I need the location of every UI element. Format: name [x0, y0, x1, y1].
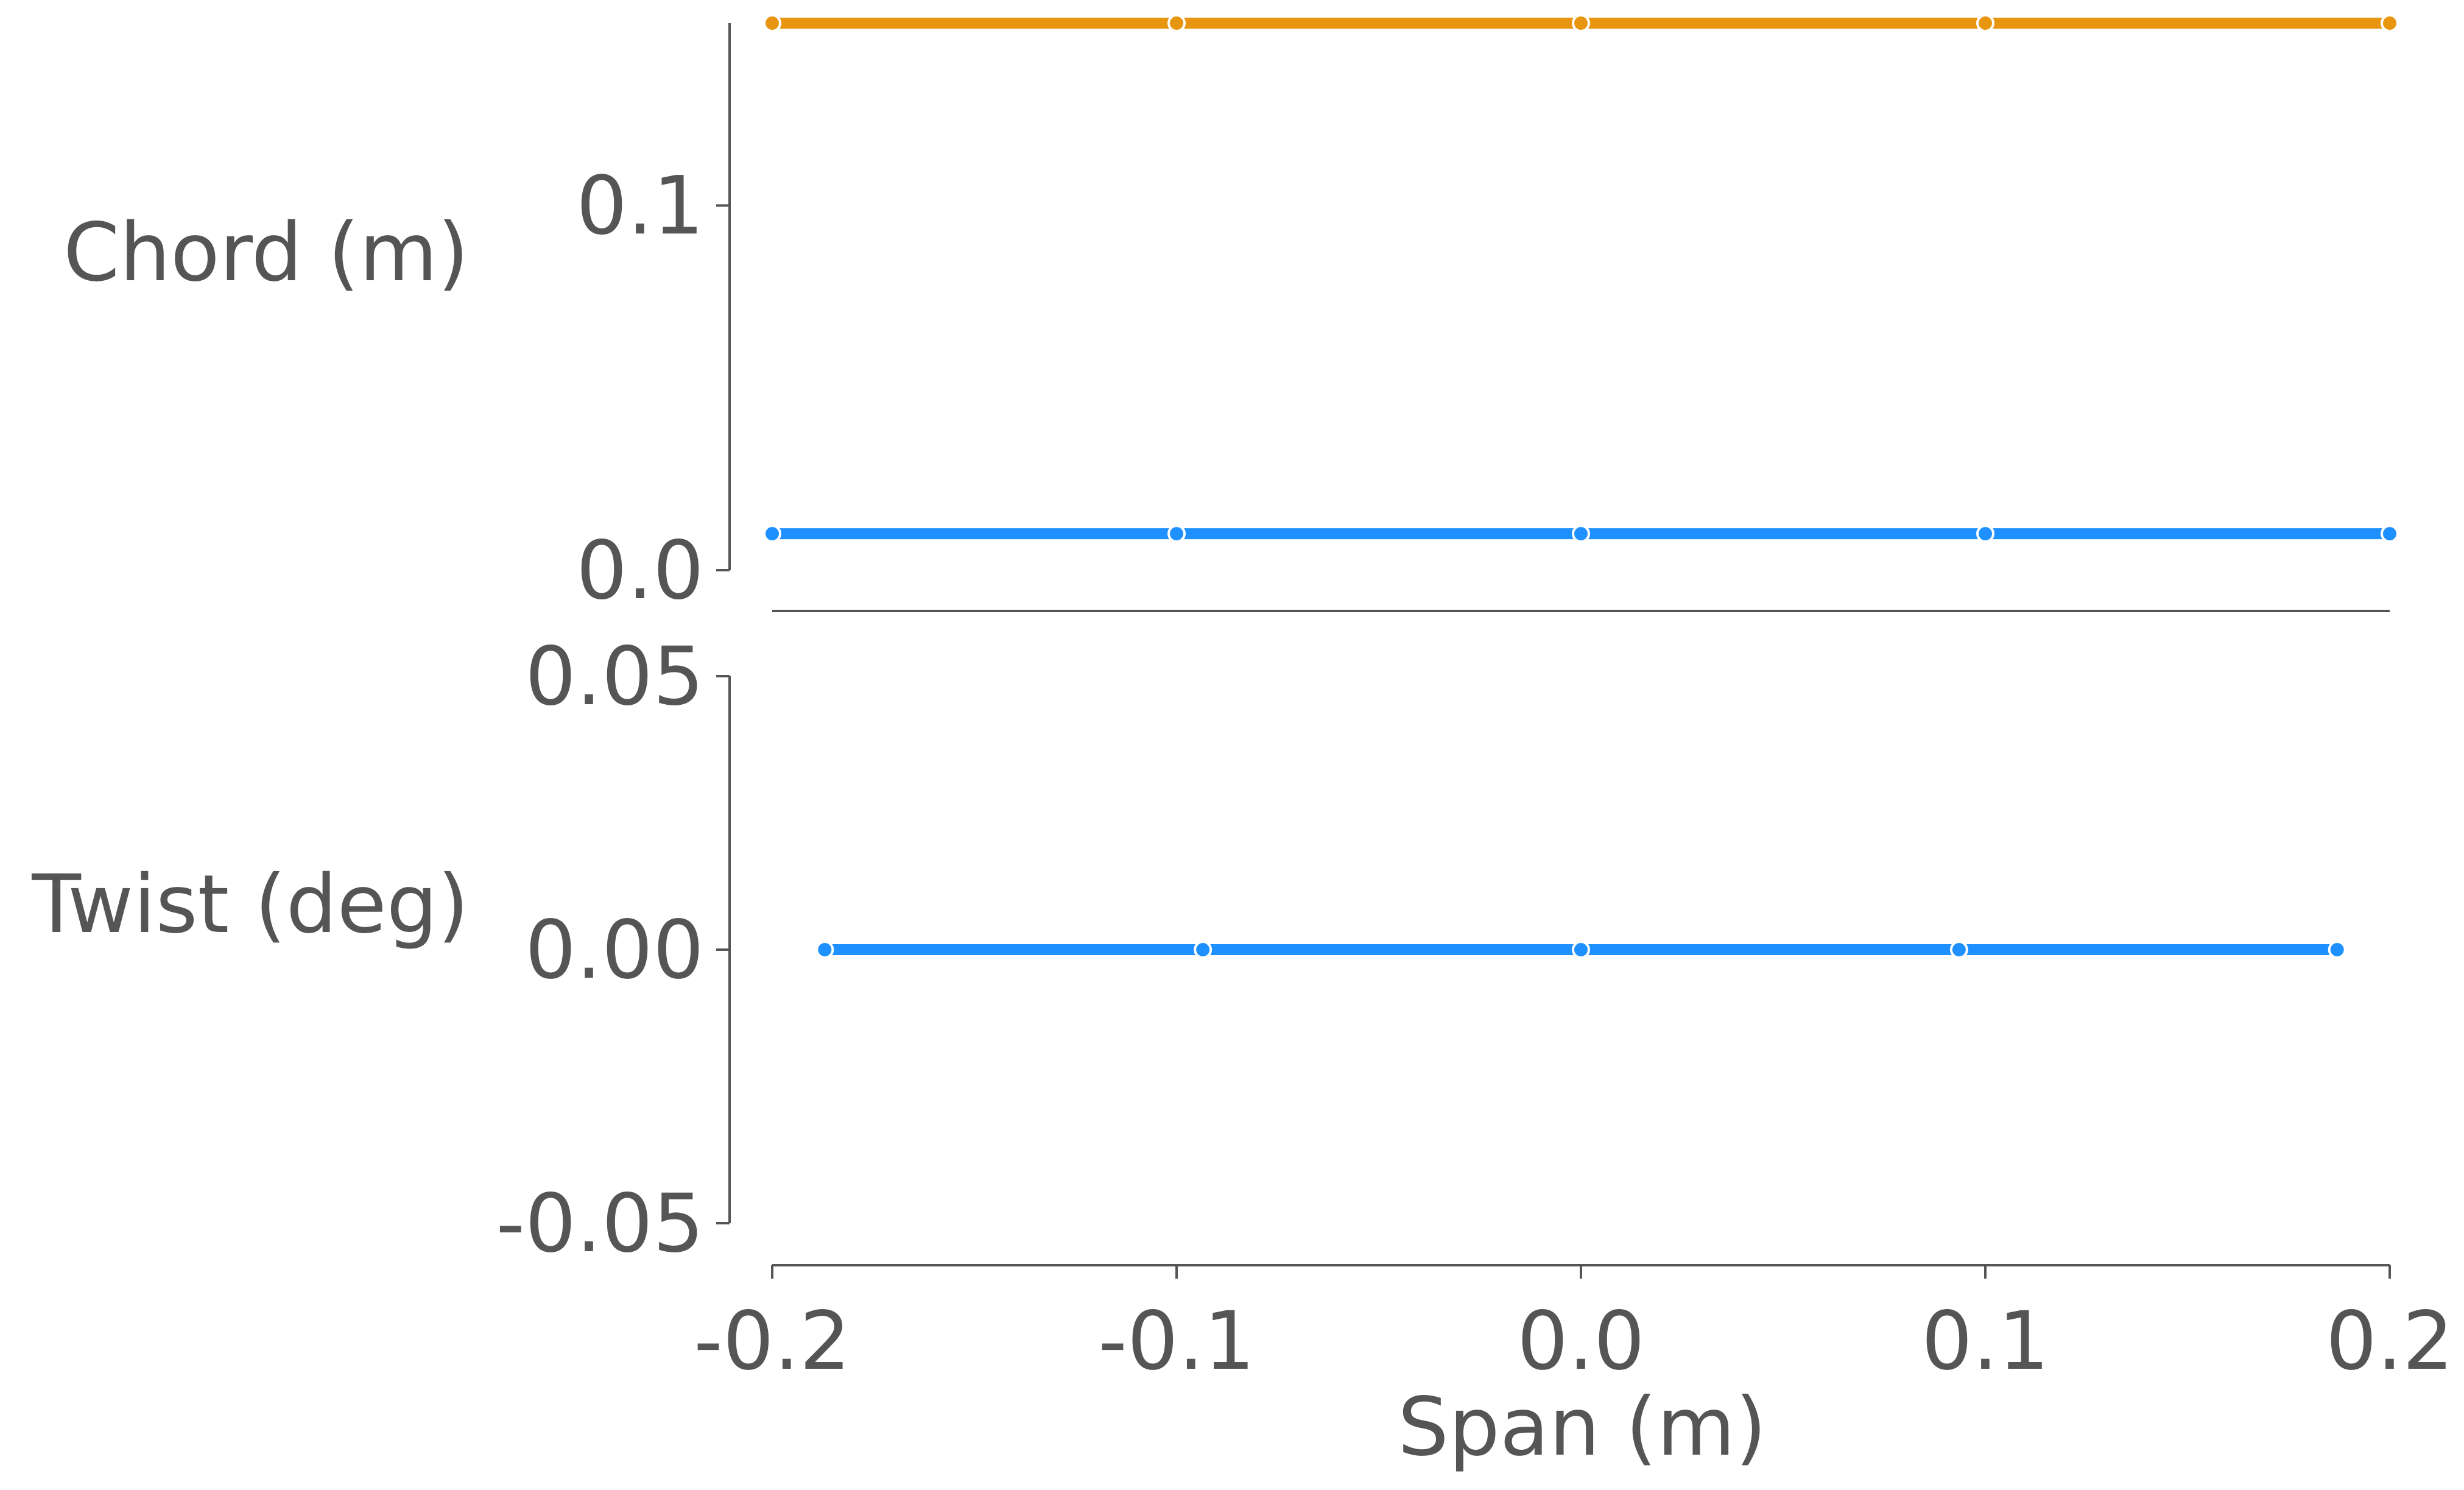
data-point — [815, 941, 834, 959]
y-tick-label: 0.00 — [525, 903, 704, 997]
data-point — [1949, 941, 1968, 959]
data-point — [1167, 524, 1186, 543]
data-point — [763, 14, 781, 32]
span-axis-title: Span (m) — [1398, 1380, 1767, 1474]
data-point — [1572, 941, 1590, 959]
data-point — [1194, 941, 1213, 959]
data-point — [1572, 14, 1590, 32]
x-tick-label: 0.0 — [1517, 1294, 1645, 1388]
x-tick-label: 0.2 — [2326, 1294, 2454, 1388]
data-point — [1976, 524, 1994, 543]
y-tick-label: 0.05 — [525, 630, 704, 724]
twist-axis-title: Twist (deg) — [31, 858, 469, 952]
chord-axis-title: Chord (m) — [63, 206, 469, 300]
x-tick-label: -0.2 — [694, 1294, 851, 1388]
x-tick-label: -0.1 — [1098, 1294, 1255, 1388]
data-point — [1976, 14, 1994, 32]
data-point — [1167, 14, 1186, 32]
data-point — [763, 524, 781, 543]
data-point — [2328, 941, 2346, 959]
y-tick-label: 0.0 — [576, 524, 704, 618]
y-tick-label: -0.05 — [496, 1177, 704, 1271]
twist-panel: Twist (deg) Span (m) -0.05 0.00 0.05 -0.2 -0… — [31, 630, 2454, 1474]
chord-panel: Chord (m) 0.0 0.1 — [63, 14, 2399, 618]
y-tick-label: 0.1 — [576, 159, 704, 253]
data-point — [1572, 524, 1590, 543]
x-tick-label: 0.1 — [1921, 1294, 2049, 1388]
data-point — [2381, 524, 2399, 543]
data-point — [2381, 14, 2399, 32]
